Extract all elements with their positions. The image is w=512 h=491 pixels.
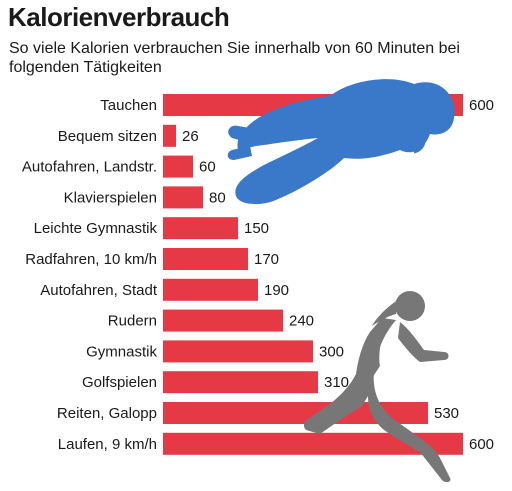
category-label: Reiten, Galopp — [57, 405, 157, 422]
bar-5 — [163, 248, 248, 270]
value-label: 60 — [199, 159, 216, 176]
bar-9 — [163, 371, 318, 394]
category-label: Golfspielen — [82, 374, 157, 391]
value-label: 150 — [244, 220, 269, 237]
category-label: Leichte Gymnastik — [34, 220, 158, 237]
value-label: 600 — [469, 436, 494, 453]
diver-silhouette-icon — [227, 79, 455, 205]
category-label: Tauchen — [100, 97, 157, 114]
value-label: 170 — [254, 251, 279, 268]
bars-layer — [163, 94, 463, 455]
value-label: 80 — [209, 189, 226, 206]
category-label: Bequem sitzen — [58, 128, 157, 145]
bar-1 — [163, 124, 176, 147]
value-label: 300 — [319, 343, 344, 360]
category-label: Laufen, 9 km/h — [58, 436, 157, 453]
bar-10 — [163, 402, 428, 424]
bar-8 — [163, 340, 313, 363]
category-label: Gymnastik — [86, 343, 157, 360]
labels-layer: Tauchen 600 Bequem sitzen 26 Autofahren, Lan… — [22, 97, 494, 453]
value-label: 240 — [289, 313, 314, 330]
value-label: 190 — [264, 282, 289, 299]
value-label: 310 — [324, 374, 349, 391]
chart-title: Kalorienverbrauch — [8, 2, 230, 32]
value-label: 600 — [469, 97, 494, 114]
bar-6 — [163, 278, 258, 301]
bar-3 — [163, 186, 203, 209]
bar-2 — [163, 155, 193, 178]
category-label: Radfahren, 10 km/h — [25, 251, 157, 268]
value-label: 530 — [434, 405, 459, 422]
bar-7 — [163, 309, 283, 332]
chart-subtitle: So viele Kalorien verbrauchen Sie innerh… — [9, 40, 460, 76]
bar-11 — [163, 432, 463, 455]
category-label: Autofahren, Landstr. — [22, 159, 157, 176]
runner-silhouette-icon — [303, 291, 451, 483]
category-label: Klavierspielen — [64, 189, 157, 206]
value-label: 26 — [182, 128, 199, 145]
bar-4 — [163, 217, 238, 240]
category-label: Rudern — [108, 313, 157, 330]
category-label: Autofahren, Stadt — [40, 282, 158, 299]
